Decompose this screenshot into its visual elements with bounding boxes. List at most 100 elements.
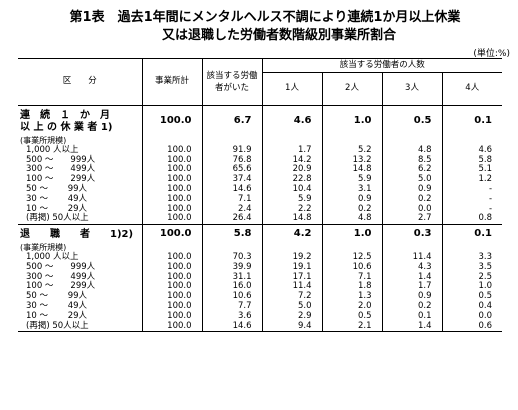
section-total-cell: 4.2 bbox=[261, 224, 322, 244]
row-label: 100 ～ 299人 bbox=[26, 174, 96, 185]
table-body: 連 続 １ か 月以 上 の 休 業 者 1) 100.0 6.7 4.6 1.0 0.5… bbox=[18, 105, 503, 333]
title-line-2: 又は退職した労働者数階級別事業所割合 bbox=[161, 28, 396, 43]
table-cell: 0.2 bbox=[381, 194, 442, 205]
table-cell: 100.0 bbox=[141, 272, 202, 283]
table-cell: 5.8 bbox=[441, 155, 503, 166]
data-table: 区 分 事業所計 該当する労働者がいた 該当する労働者の人数 1人 2人 3人 … bbox=[18, 58, 503, 333]
table-row: 100 ～ 299人 100.0 16.0 11.4 1.8 1.7 1.0 bbox=[18, 281, 503, 293]
section-title-line-2: 以 上 の 休 業 者 1) bbox=[20, 122, 113, 133]
table-cell: 0.2 bbox=[321, 204, 382, 215]
section-total-cell: 6.7 bbox=[201, 105, 262, 136]
table-cell: 5.0 bbox=[381, 174, 442, 185]
table-cell: 7.2 bbox=[261, 291, 322, 302]
table-cell: 0.4 bbox=[441, 301, 503, 312]
empty-cell bbox=[441, 136, 503, 146]
table-row: 1,000 人以上 100.0 70.3 19.2 12.5 11.4 3.3 bbox=[18, 252, 503, 263]
table-cell: 39.9 bbox=[201, 262, 262, 273]
table-cell: 0.9 bbox=[381, 184, 442, 195]
table-cell: 0.5 bbox=[321, 311, 382, 322]
table-cell: 16.0 bbox=[201, 282, 262, 293]
section-total-cell: 5.8 bbox=[201, 224, 262, 244]
table-cell: 4.8 bbox=[321, 213, 382, 225]
row-label: 30 ～ 49人 bbox=[26, 193, 88, 204]
col-2-header: 2人 bbox=[321, 72, 382, 106]
table-cell: 1.4 bbox=[381, 321, 442, 333]
table-cell: 10.6 bbox=[201, 291, 262, 302]
table-cell: 0.0 bbox=[441, 311, 503, 322]
empty-cell bbox=[441, 243, 503, 253]
table-cell: 7.1 bbox=[321, 272, 382, 283]
table-cell: 0.1 bbox=[381, 311, 442, 322]
group-header: 該当する労働者の人数 bbox=[261, 58, 503, 73]
table-cell: 100.0 bbox=[141, 262, 202, 273]
subhead-label: (事業所規模) bbox=[20, 136, 67, 145]
table-cell: 13.2 bbox=[321, 155, 382, 166]
section-total-cell: 0.5 bbox=[381, 105, 442, 136]
table-row: 300 ～ 499人 100.0 65.6 20.9 14.8 6.2 5.1 bbox=[18, 164, 503, 176]
row-label: 100 ～ 299人 bbox=[26, 281, 96, 292]
col-3-header: 3人 bbox=[381, 72, 442, 106]
table-cell: 100.0 bbox=[141, 321, 202, 333]
table-cell: 7.1 bbox=[201, 194, 262, 205]
row-label: 300 ～ 499人 bbox=[26, 164, 96, 175]
category-header: 区 分 bbox=[62, 76, 97, 87]
section-title-line-1: 連 続 １ か 月 bbox=[20, 110, 110, 121]
table-cell: 1.4 bbox=[381, 272, 442, 283]
table-cell: 76.8 bbox=[201, 155, 262, 166]
subhead-row: (事業所規模) bbox=[18, 243, 503, 253]
table-cell: 100.0 bbox=[141, 291, 202, 302]
table-cell: 22.8 bbox=[261, 174, 322, 185]
table-cell: 3.1 bbox=[321, 184, 382, 195]
empty-cell bbox=[381, 243, 442, 253]
table-cell: 6.2 bbox=[381, 165, 442, 176]
row-label: 500 ～ 999人 bbox=[26, 154, 96, 165]
table-cell: 0.8 bbox=[441, 213, 503, 225]
table-cell: 2.0 bbox=[321, 301, 382, 312]
table-cell: 2.1 bbox=[321, 321, 382, 333]
subhead-row: (事業所規模) bbox=[18, 136, 503, 146]
table-cell: 1.3 bbox=[321, 291, 382, 302]
table-cell: - bbox=[441, 204, 503, 215]
table-cell: 100.0 bbox=[141, 194, 202, 205]
row-label: 50 ～ 99人 bbox=[26, 291, 88, 302]
empty-cell bbox=[321, 136, 382, 146]
table-cell: 20.9 bbox=[261, 165, 322, 176]
section-title: 連 続 １ か 月以 上 の 休 業 者 1) bbox=[18, 105, 142, 136]
row-label: 30 ～ 49人 bbox=[26, 300, 88, 311]
table-cell: 11.4 bbox=[381, 252, 442, 263]
table-cell: 10.6 bbox=[321, 262, 382, 273]
table-cell: 5.2 bbox=[321, 145, 382, 156]
table-cell: 5.9 bbox=[261, 194, 322, 205]
table-cell: 2.9 bbox=[261, 311, 322, 322]
table-cell: 14.8 bbox=[321, 165, 382, 176]
table-cell: 14.8 bbox=[261, 213, 322, 225]
table-cell: 1.8 bbox=[321, 282, 382, 293]
table-row: 30 ～ 49人 100.0 7.1 5.9 0.9 0.2- bbox=[18, 193, 503, 205]
table-cell: 14.6 bbox=[201, 184, 262, 195]
row-label: 10 ～ 29人 bbox=[26, 203, 88, 214]
table-cell: 26.4 bbox=[201, 213, 262, 225]
total-header: 事業所計 bbox=[141, 58, 202, 106]
table-cell: 0.9 bbox=[381, 291, 442, 302]
table-cell: 3.5 bbox=[441, 262, 503, 273]
table-cell: 31.1 bbox=[201, 272, 262, 283]
table-cell: 1.2 bbox=[441, 174, 503, 185]
table-cell: 100.0 bbox=[141, 252, 202, 263]
row-label: 50 ～ 99人 bbox=[26, 183, 88, 194]
section-total-cell: 1.0 bbox=[321, 224, 382, 244]
section-title: 退 職 者 1)2) bbox=[18, 224, 142, 244]
table-cell: 11.4 bbox=[261, 282, 322, 293]
table-cell: 5.1 bbox=[441, 165, 503, 176]
empty-cell bbox=[201, 136, 262, 146]
table-cell: 12.5 bbox=[321, 252, 382, 263]
table-cell: 9.4 bbox=[261, 321, 322, 333]
empty-cell bbox=[201, 243, 262, 253]
table-cell: 2.7 bbox=[381, 213, 442, 225]
section-total-row: 連 続 １ か 月以 上 の 休 業 者 1) 100.0 6.7 4.6 1.0 0.5… bbox=[18, 105, 503, 136]
table-row: 50 ～ 99人 100.0 10.6 7.2 1.3 0.9 0.5 bbox=[18, 291, 503, 302]
table-cell: - bbox=[441, 194, 503, 205]
table-cell: 0.6 bbox=[441, 321, 503, 333]
title-line-1: 第1表 過去1年間にメンタルヘルス不調により連続1か月以上休業 bbox=[69, 10, 461, 25]
table-cell: 2.4 bbox=[201, 204, 262, 215]
empty-cell bbox=[381, 136, 442, 146]
